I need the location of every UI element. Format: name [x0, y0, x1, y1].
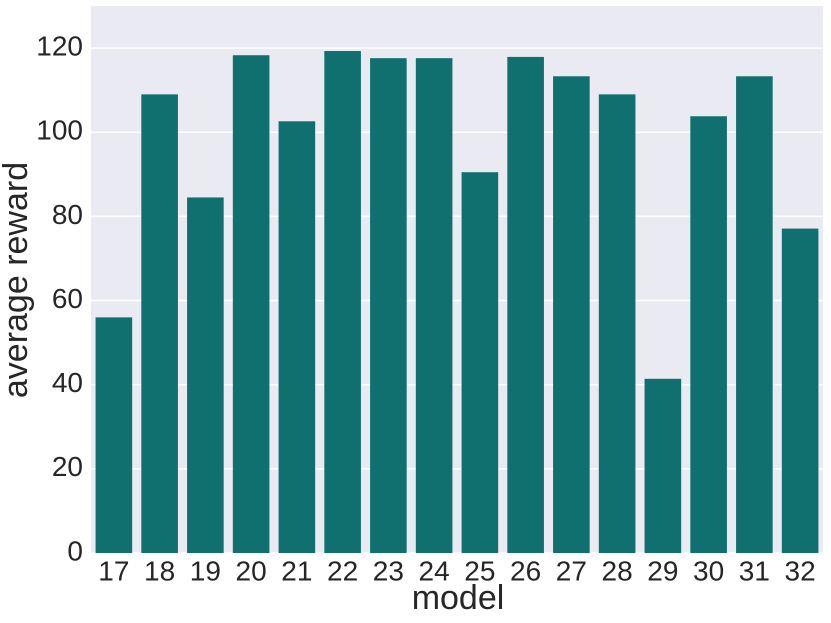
y-tick-label: 0: [67, 535, 83, 566]
bar: [278, 121, 316, 553]
x-tick-label: 19: [190, 555, 221, 586]
bar: [232, 55, 270, 553]
x-tick-label: 32: [785, 555, 816, 586]
y-axis-label: average reward: [0, 162, 35, 398]
x-tick-label: 23: [373, 555, 404, 586]
y-tick-label: 20: [52, 451, 83, 482]
bar: [141, 94, 178, 553]
x-tick-label: 31: [739, 555, 770, 586]
bar: [415, 58, 453, 553]
bar: [187, 197, 224, 553]
x-tick-label: 27: [556, 555, 587, 586]
x-tick-label: 20: [236, 555, 267, 586]
bar: [781, 228, 819, 554]
y-tick-label: 40: [52, 367, 83, 398]
bar: [461, 172, 499, 553]
bar: [690, 116, 727, 553]
x-tick-label: 21: [281, 555, 312, 586]
x-tick-label: 28: [602, 555, 633, 586]
bar: [598, 94, 636, 553]
x-tick-label: 26: [510, 555, 541, 586]
x-axis-label: model: [412, 579, 505, 617]
x-tick-label: 25: [464, 555, 495, 586]
bar: [95, 317, 133, 553]
y-tick-label: 100: [36, 115, 83, 146]
bar: [507, 56, 544, 553]
y-tick-label: 60: [52, 283, 83, 314]
bar: [553, 76, 590, 553]
bar: [736, 76, 773, 553]
x-tick-label: 24: [419, 555, 450, 586]
x-tick-label: 29: [647, 555, 678, 586]
bar: [370, 58, 407, 553]
bar: [324, 51, 361, 553]
x-tick-label: 22: [327, 555, 358, 586]
y-tick-label: 80: [52, 199, 83, 230]
y-tick-label: 120: [36, 30, 83, 61]
x-tick-label: 30: [693, 555, 724, 586]
x-tick-label: 17: [98, 555, 129, 586]
bar: [644, 378, 682, 553]
x-tick-label: 18: [144, 555, 175, 586]
